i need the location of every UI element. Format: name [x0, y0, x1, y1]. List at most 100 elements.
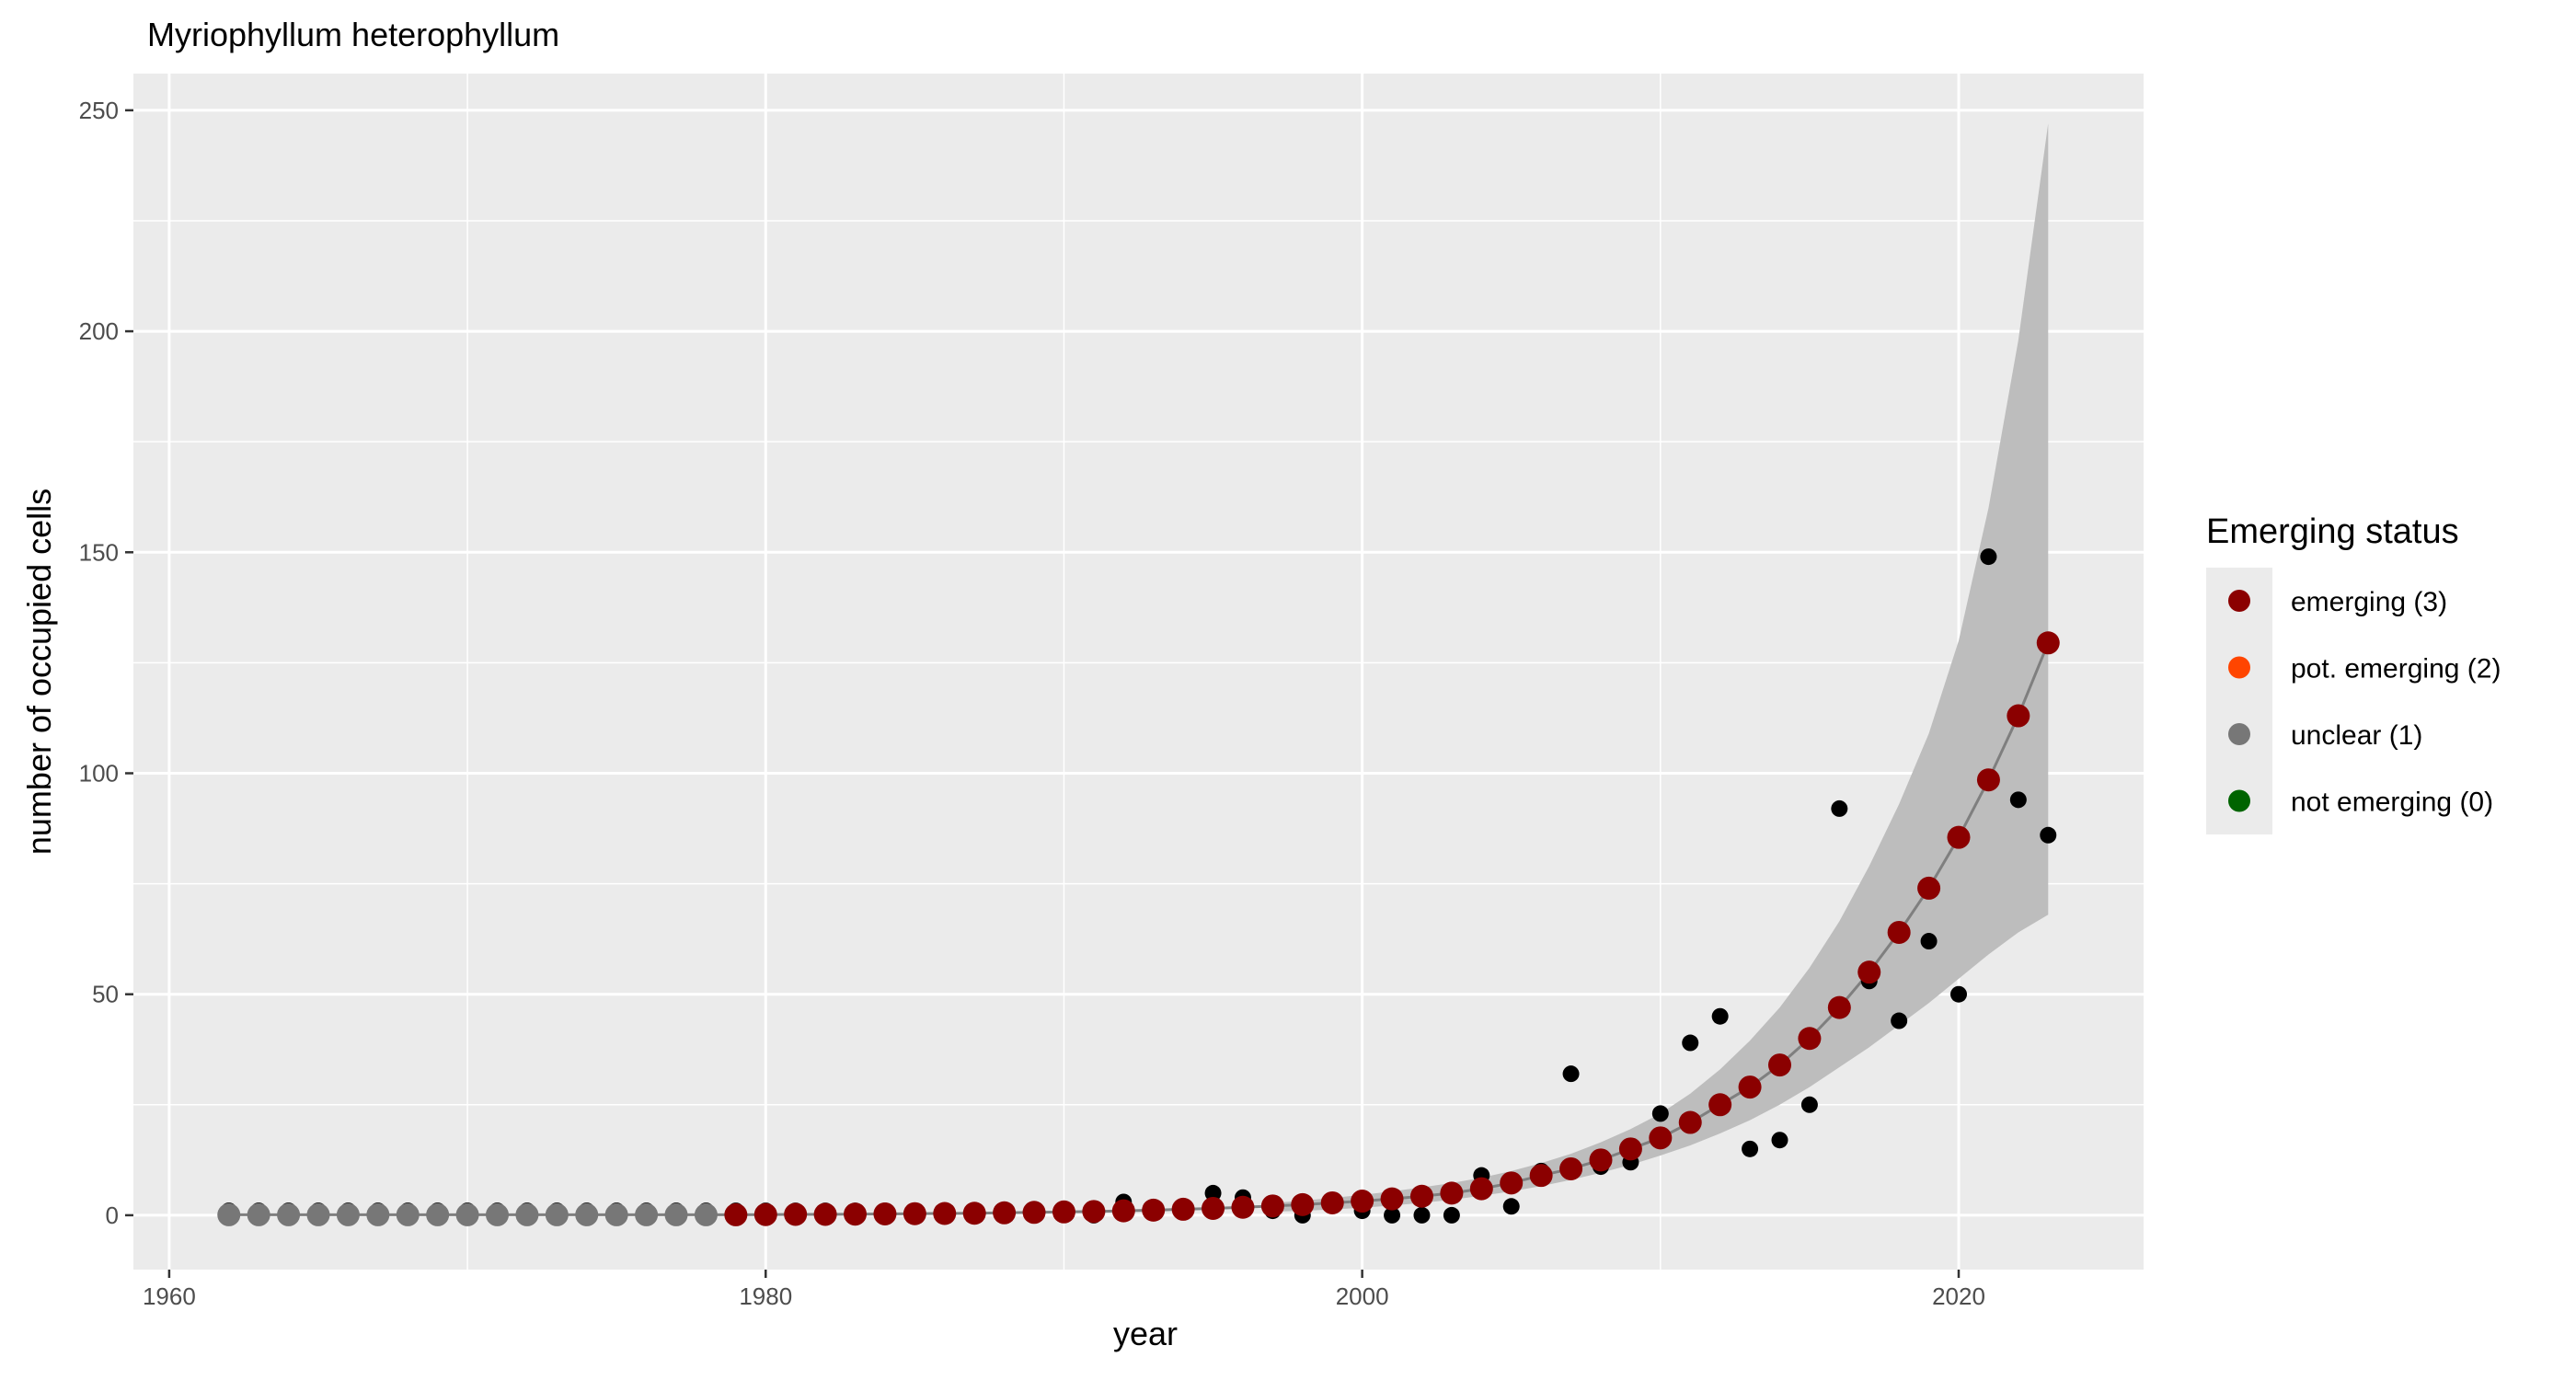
- legend-label: emerging (3): [2291, 587, 2447, 617]
- fitted-point: [844, 1202, 868, 1226]
- fitted-point: [1082, 1200, 1106, 1224]
- fitted-point: [1976, 768, 2000, 792]
- fitted-point: [724, 1202, 748, 1226]
- x-tick-label: 2000: [1336, 1282, 1389, 1310]
- chart-title: Myriophyllum heterophyllum: [147, 16, 559, 53]
- fitted-point: [1500, 1171, 1524, 1195]
- y-tick-label: 0: [106, 1202, 119, 1229]
- fitted-point: [575, 1202, 599, 1226]
- observed-point: [1950, 985, 1968, 1003]
- observed-point: [1800, 1096, 1818, 1113]
- fitted-point: [1142, 1198, 1166, 1222]
- fitted-point: [1291, 1192, 1315, 1216]
- observed-point: [1651, 1105, 1669, 1122]
- legend: Emerging status emerging (3) pot. emergin…: [2206, 512, 2501, 834]
- confidence-band-layer: [1272, 123, 2049, 1213]
- observed-point: [1682, 1034, 1699, 1052]
- observed-point: [1831, 799, 1848, 817]
- fitted-point: [426, 1202, 450, 1226]
- fitted-point: [993, 1201, 1017, 1225]
- fitted-point: [694, 1202, 718, 1226]
- fitted-point: [1409, 1184, 1433, 1208]
- fitted-point: [455, 1202, 479, 1226]
- fitted-point: [1559, 1156, 1583, 1180]
- plot-panel: [133, 74, 2144, 1270]
- observed-point: [1204, 1184, 1222, 1202]
- fitted-point: [1351, 1190, 1374, 1213]
- fitted-point: [1022, 1201, 1046, 1225]
- y-tick-label: 100: [79, 759, 119, 787]
- fitted-point: [1529, 1164, 1553, 1188]
- fitted-point: [2007, 704, 2030, 728]
- fitted-point: [1469, 1177, 1493, 1201]
- fitted-point: [1202, 1196, 1225, 1220]
- fitted-point: [635, 1202, 659, 1226]
- x-axis-title: year: [1113, 1315, 1178, 1352]
- legend-label: unclear (1): [2291, 720, 2422, 751]
- fitted-point: [933, 1202, 957, 1225]
- observed-point: [2009, 791, 2027, 809]
- y-tick-label: 50: [92, 981, 119, 1008]
- legend-key: [2228, 789, 2250, 812]
- fitted-point: [1827, 995, 1851, 1019]
- observed-point: [1891, 1012, 1908, 1029]
- fitted-point: [1111, 1199, 1135, 1223]
- fitted-point: [1649, 1126, 1673, 1150]
- fitted-point: [1767, 1053, 1791, 1077]
- fitted-point: [1947, 825, 1971, 849]
- fitted-point: [784, 1202, 808, 1226]
- axes: 1960 1980 2000 2020 0 50 100 150 200 250: [79, 97, 1985, 1310]
- fitted-point: [486, 1202, 510, 1226]
- fitted-point: [664, 1202, 688, 1226]
- fitted-points-layer: [217, 631, 2060, 1226]
- fitted-point: [1440, 1181, 1464, 1205]
- observed-point: [2040, 826, 2057, 844]
- fitted-point: [873, 1202, 897, 1225]
- observed-point: [1711, 1007, 1729, 1025]
- legend-label: pot. emerging (2): [2291, 654, 2501, 684]
- fitted-point: [515, 1202, 539, 1226]
- fitted-point: [396, 1202, 420, 1226]
- confidence-band: [1272, 123, 2049, 1213]
- y-axis-title: number of occupied cells: [20, 489, 58, 855]
- fitted-point: [1798, 1027, 1822, 1051]
- fitted-point: [247, 1202, 270, 1226]
- observed-point: [1742, 1140, 1759, 1157]
- legend-key: [2228, 723, 2250, 745]
- fitted-point: [306, 1202, 330, 1226]
- fitted-point: [545, 1202, 569, 1226]
- fitted-point: [962, 1202, 986, 1225]
- fitted-point: [1708, 1093, 1732, 1117]
- x-tick-label: 1980: [739, 1282, 792, 1310]
- fitted-point: [604, 1202, 628, 1226]
- fitted-point: [1052, 1200, 1075, 1224]
- fitted-point: [1678, 1110, 1702, 1134]
- x-tick-label: 1960: [143, 1282, 196, 1310]
- fitted-point: [217, 1202, 241, 1226]
- fitted-point: [336, 1202, 360, 1226]
- fitted-point: [903, 1202, 926, 1225]
- fitted-point: [2036, 631, 2060, 655]
- fitted-point: [1738, 1075, 1762, 1099]
- fitted-point: [366, 1202, 390, 1226]
- observed-point: [1502, 1198, 1520, 1215]
- y-tick-label: 150: [79, 538, 119, 566]
- legend-key: [2228, 590, 2250, 612]
- observed-point: [1413, 1206, 1431, 1224]
- fitted-point: [1857, 960, 1881, 984]
- observed-point: [1980, 548, 1997, 566]
- fitted-point: [1320, 1190, 1344, 1214]
- fitted-point: [1887, 920, 1911, 944]
- fitted-point: [1917, 876, 1941, 900]
- x-tick-label: 2020: [1932, 1282, 1985, 1310]
- y-tick-label: 250: [79, 97, 119, 124]
- observed-point: [1920, 933, 1938, 950]
- fitted-point: [1260, 1194, 1284, 1218]
- fitted-point: [1380, 1187, 1404, 1211]
- observed-point: [1562, 1065, 1580, 1083]
- observed-point: [1771, 1132, 1788, 1149]
- legend-label: not emerging (0): [2291, 788, 2493, 818]
- legend-key: [2228, 656, 2250, 679]
- fitted-point: [1231, 1195, 1255, 1219]
